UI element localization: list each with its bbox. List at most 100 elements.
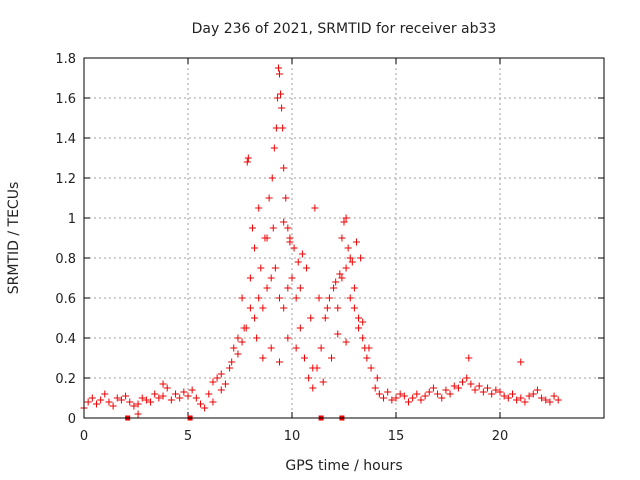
- data-point: [271, 264, 279, 272]
- data-point: [151, 390, 159, 398]
- data-point: [278, 104, 286, 112]
- data-point: [454, 384, 462, 392]
- data-point: [248, 224, 256, 232]
- data-point: [554, 396, 562, 404]
- y-tick-label: 1.4: [55, 132, 76, 147]
- data-point: [109, 402, 117, 410]
- data-point: [292, 294, 300, 302]
- y-tick-labels: 0 0.2 0.4 0.6 0.8 1 1.2 1.4 1.6 1.8: [55, 52, 76, 427]
- data-point: [425, 388, 433, 396]
- data-point: [290, 244, 298, 252]
- data-point: [350, 304, 358, 312]
- data-point: [365, 344, 373, 352]
- data-point: [105, 398, 113, 406]
- data-point: [303, 264, 311, 272]
- data-point: [434, 390, 442, 398]
- data-point: [226, 364, 234, 372]
- data-point: [529, 390, 537, 398]
- data-point: [228, 358, 236, 366]
- data-point: [484, 384, 492, 392]
- data-point: [138, 394, 146, 402]
- y-axis-label: SRMTID / TECUs: [6, 182, 22, 295]
- data-point: [323, 304, 331, 312]
- data-point: [409, 394, 417, 402]
- data-point: [296, 324, 304, 332]
- data-point: [417, 396, 425, 404]
- data-point: [357, 254, 365, 262]
- data-point: [159, 392, 167, 400]
- data-point: [243, 158, 251, 166]
- data-point: [538, 394, 546, 402]
- data-point: [328, 354, 336, 362]
- data-point: [265, 194, 273, 202]
- data-point: [396, 390, 404, 398]
- data-point: [525, 392, 533, 400]
- data-point: [342, 214, 350, 222]
- data-point: [309, 364, 317, 372]
- data-point: [463, 374, 471, 382]
- data-point: [259, 304, 267, 312]
- data-point: [438, 394, 446, 402]
- data-point: [221, 380, 229, 388]
- x-tick-label: 20: [492, 429, 509, 444]
- data-point: [342, 338, 350, 346]
- data-point: [280, 218, 288, 226]
- data-point: [134, 410, 142, 418]
- data-point: [488, 390, 496, 398]
- data-point: [238, 338, 246, 346]
- data-point: [257, 264, 265, 272]
- data-point: [319, 378, 327, 386]
- data-point: [508, 390, 516, 398]
- data-point: [363, 354, 371, 362]
- data-point: [159, 380, 167, 388]
- data-point: [336, 270, 344, 278]
- x-tick-label: 15: [388, 429, 405, 444]
- data-point: [294, 258, 302, 266]
- data-point: [359, 334, 367, 342]
- data-point: [267, 344, 275, 352]
- data-point: [277, 90, 285, 98]
- data-point: [340, 218, 348, 226]
- data-point: [298, 250, 306, 258]
- data-point: [429, 384, 437, 392]
- data-point: [234, 334, 242, 342]
- data-point: [282, 194, 290, 202]
- data-point: [184, 392, 192, 400]
- data-point: [268, 174, 276, 182]
- data-point: [276, 294, 284, 302]
- data-point: [305, 374, 313, 382]
- data-point: [359, 318, 367, 326]
- data-point: [284, 284, 292, 292]
- data-point: [267, 274, 275, 282]
- data-point: [205, 390, 213, 398]
- chart-title: Day 236 of 2021, SRMTID for receiver ab3…: [192, 21, 497, 37]
- data-point: [300, 354, 308, 362]
- y-tick-label: 0: [68, 412, 76, 427]
- data-point: [192, 394, 200, 402]
- data-point: [84, 398, 92, 406]
- data-point: [196, 400, 204, 408]
- data-point: [375, 390, 383, 398]
- data-point: [176, 394, 184, 402]
- data-point: [465, 354, 473, 362]
- data-point: [500, 392, 508, 400]
- data-point: [255, 294, 263, 302]
- data-point: [240, 324, 248, 332]
- data-point: [330, 284, 338, 292]
- data-point: [344, 244, 352, 252]
- data-point: [533, 386, 541, 394]
- data-point: [309, 384, 317, 392]
- data-point: [517, 394, 525, 402]
- y-tick-label: 1.2: [55, 172, 76, 187]
- data-point: [263, 284, 271, 292]
- data-point: [446, 390, 454, 398]
- data-point: [421, 392, 429, 400]
- data-point: [546, 398, 554, 406]
- data-point: [346, 294, 354, 302]
- data-point: [284, 334, 292, 342]
- data-point: [504, 394, 512, 402]
- data-point: [467, 380, 475, 388]
- data-point: [517, 358, 525, 366]
- data-point: [384, 388, 392, 396]
- data-point: [280, 164, 288, 172]
